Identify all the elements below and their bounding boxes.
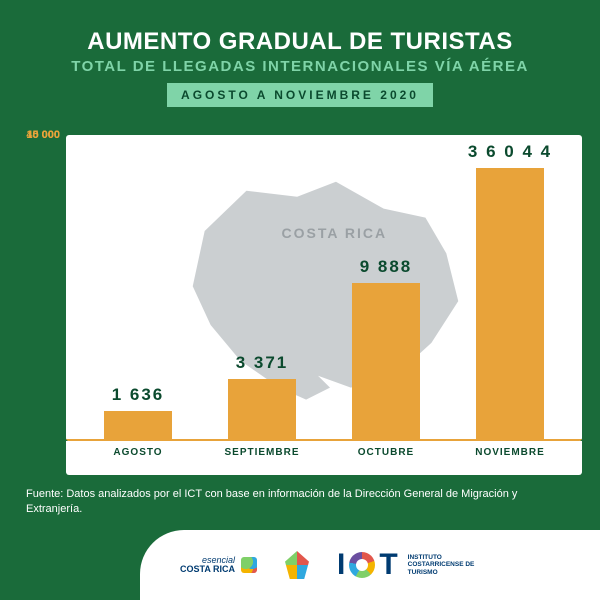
y-tick-label: 5 000 [32, 129, 60, 141]
bar-value-label: 3 371 [236, 353, 289, 373]
bar-column: 3 6 0 4 4 [460, 142, 559, 441]
logo-bicentenario [285, 551, 309, 579]
logo-esencial-costa-rica: esencial COSTA RICA [180, 556, 257, 574]
x-tick-label: SEPTIEMBRE [212, 441, 311, 475]
bar-value-label: 9 888 [360, 257, 413, 277]
source-text: Fuente: Datos analizados por el ICT con … [0, 475, 600, 517]
logo-ict: I T INSTITUTOCOSTARRICENSE DETURISMO [337, 548, 474, 582]
y-axis-labels: 40 00010 0005 000 [18, 135, 66, 475]
bar-column: 9 888 [336, 257, 435, 441]
x-axis-labels: AGOSTO SEPTIEMBRE OCTUBRE NOVIEMBRE [66, 441, 582, 475]
bar-column: 3 371 [212, 353, 311, 441]
logo-ict-subtitle: INSTITUTOCOSTARRICENSE DETURISMO [408, 554, 475, 575]
bar-value-label: 3 6 0 4 4 [468, 142, 552, 162]
page-subtitle: TOTAL DE LLEGADAS INTERNACIONALES VÍA AÉ… [20, 58, 580, 75]
bar [352, 283, 419, 441]
bars-container: 1 636 3 371 9 888 3 6 0 4 4 [66, 135, 582, 441]
page-title: AUMENTO GRADUAL DE TURISTAS [20, 28, 580, 56]
period-badge: AGOSTO A NOVIEMBRE 2020 [167, 83, 433, 107]
footer-logos: esencial COSTA RICA I T INSTITUTOCOSTARR… [140, 530, 600, 600]
bar [476, 168, 543, 441]
sdg-wheel-icon [349, 552, 375, 578]
header: AUMENTO GRADUAL DE TURISTAS TOTAL DE LLE… [0, 0, 600, 117]
x-tick-label: AGOSTO [88, 441, 187, 475]
star-icon [285, 551, 309, 579]
bar-chart: 40 00010 0005 000 COSTA RICA 1 6363 3719… [18, 135, 582, 475]
x-tick-label: NOVIEMBRE [460, 441, 559, 475]
bar [228, 379, 295, 441]
leaf-icon [241, 557, 257, 573]
x-tick-label: OCTUBRE [336, 441, 435, 475]
chart-plot-area: COSTA RICA 1 6363 3719 8883 6 0 4 4 [66, 135, 582, 441]
bar-value-label: 1 636 [112, 385, 165, 405]
bar [104, 411, 171, 441]
bar-column: 1 636 [88, 385, 187, 441]
